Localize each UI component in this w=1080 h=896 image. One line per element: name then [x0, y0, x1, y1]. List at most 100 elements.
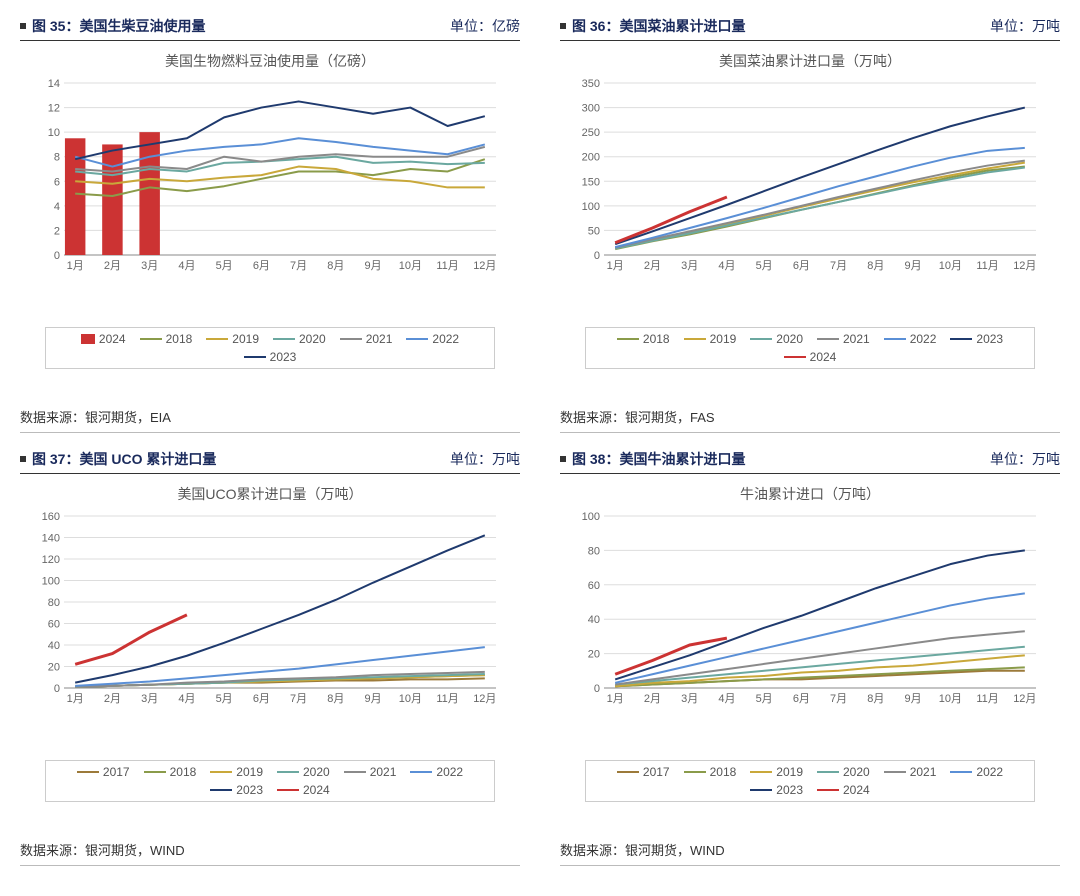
svg-text:40: 40	[48, 640, 60, 652]
svg-text:3月: 3月	[681, 260, 698, 272]
chart-svg-fig38: 0204060801001月2月3月4月5月6月7月8月9月10月11月12月	[566, 510, 1046, 710]
panel-fig35: 图 35：美国生柴豆油使用量 单位：亿磅 美国生物燃料豆油使用量（亿磅） 024…	[20, 10, 520, 433]
svg-text:8月: 8月	[867, 693, 884, 705]
legend-item: 2021	[884, 765, 937, 779]
bullet-icon	[560, 23, 566, 29]
svg-text:1月: 1月	[67, 260, 84, 272]
legend-fig35: 2024201820192020202120222023	[45, 327, 495, 369]
legend-item: 2021	[817, 332, 870, 346]
svg-text:250: 250	[582, 127, 600, 139]
svg-text:9月: 9月	[365, 260, 382, 272]
legend-item: 2020	[750, 332, 803, 346]
svg-text:100: 100	[582, 511, 600, 523]
panel-fig38: 图 38：美国牛油累计进口量 单位：万吨 牛油累计进口（万吨） 02040608…	[560, 443, 1060, 866]
legend-item: 2024	[817, 783, 870, 797]
bullet-icon	[560, 456, 566, 462]
svg-text:160: 160	[42, 511, 60, 523]
svg-text:7月: 7月	[830, 693, 847, 705]
svg-text:8月: 8月	[867, 260, 884, 272]
svg-text:100: 100	[42, 576, 60, 588]
legend-item: 2019	[210, 765, 263, 779]
legend-item: 2021	[340, 332, 393, 346]
fig37-unit: 单位：万吨	[450, 449, 520, 469]
source-fig36: 数据来源：银河期货，FAS	[560, 379, 1060, 433]
svg-text:11月: 11月	[976, 693, 998, 705]
svg-text:100: 100	[582, 201, 600, 213]
svg-text:6月: 6月	[253, 693, 270, 705]
panel-fig37: 图 37：美国 UCO 累计进口量 单位：万吨 美国UCO累计进口量（万吨） 0…	[20, 443, 520, 866]
svg-text:10月: 10月	[939, 260, 962, 272]
legend-item: 2023	[750, 783, 803, 797]
legend-item: 2019	[206, 332, 259, 346]
svg-text:5月: 5月	[216, 693, 233, 705]
svg-text:11月: 11月	[436, 260, 458, 272]
legend-item: 2019	[750, 765, 803, 779]
svg-text:4月: 4月	[718, 693, 735, 705]
svg-text:5月: 5月	[756, 693, 773, 705]
svg-text:2月: 2月	[104, 693, 121, 705]
svg-text:4: 4	[54, 201, 60, 213]
svg-text:10月: 10月	[399, 693, 422, 705]
panel-fig36: 图 36：美国菜油累计进口量 单位：万吨 美国菜油累计进口量（万吨） 05010…	[560, 10, 1060, 433]
svg-text:2月: 2月	[644, 260, 661, 272]
header-fig37: 图 37：美国 UCO 累计进口量 单位：万吨	[20, 443, 520, 474]
svg-text:0: 0	[54, 683, 60, 695]
legend-item: 2018	[617, 332, 670, 346]
svg-text:60: 60	[588, 580, 600, 592]
svg-text:9月: 9月	[905, 260, 922, 272]
legend-item: 2017	[77, 765, 130, 779]
svg-text:2月: 2月	[104, 260, 121, 272]
svg-text:12: 12	[48, 103, 60, 115]
svg-text:20: 20	[588, 649, 600, 661]
chart-fig36: 美国菜油累计进口量（万吨） 0501001502002503003501月2月3…	[560, 41, 1060, 321]
svg-text:5月: 5月	[216, 260, 233, 272]
legend-item: 2022	[950, 765, 1003, 779]
legend-item: 2020	[817, 765, 870, 779]
bullet-icon	[20, 456, 26, 462]
legend-item: 2024	[277, 783, 330, 797]
source-fig37: 数据来源：银河期货，WIND	[20, 812, 520, 866]
legend-item: 2024	[784, 350, 837, 364]
fig38-chart-title: 牛油累计进口（万吨）	[566, 484, 1054, 504]
bullet-icon	[20, 23, 26, 29]
legend-fig38: 20172018201920202021202220232024	[585, 760, 1035, 802]
svg-text:2: 2	[54, 225, 60, 237]
svg-text:3月: 3月	[141, 260, 158, 272]
chart-svg-fig36: 0501001502002503003501月2月3月4月5月6月7月8月9月1…	[566, 77, 1046, 277]
svg-text:2月: 2月	[644, 693, 661, 705]
svg-text:7月: 7月	[830, 260, 847, 272]
legend-item: 2020	[273, 332, 326, 346]
fig36-label: 图 36：美国菜油累计进口量	[572, 16, 745, 36]
svg-text:60: 60	[48, 619, 60, 631]
svg-text:0: 0	[594, 683, 600, 695]
svg-text:4月: 4月	[178, 260, 195, 272]
svg-text:300: 300	[582, 103, 600, 115]
legend-item: 2023	[244, 350, 297, 364]
fig37-chart-title: 美国UCO累计进口量（万吨）	[26, 484, 514, 504]
fig36-chart-title: 美国菜油累计进口量（万吨）	[566, 51, 1054, 71]
fig38-unit: 单位：万吨	[990, 449, 1060, 469]
svg-text:7月: 7月	[290, 693, 307, 705]
legend-item: 2022	[884, 332, 937, 346]
svg-text:80: 80	[588, 545, 600, 557]
chart-fig38: 牛油累计进口（万吨） 0204060801001月2月3月4月5月6月7月8月9…	[560, 474, 1060, 754]
svg-text:12月: 12月	[473, 260, 496, 272]
svg-text:9月: 9月	[365, 693, 382, 705]
legend-item: 2023	[950, 332, 1003, 346]
svg-text:3月: 3月	[681, 693, 698, 705]
svg-text:20: 20	[48, 662, 60, 674]
legend-fig36: 2018 2019 2020 2021 2022 2023 2024	[585, 327, 1035, 369]
legend-item: 2019	[684, 332, 737, 346]
legend-item: 2017	[617, 765, 670, 779]
svg-text:4月: 4月	[718, 260, 735, 272]
chart-fig37: 美国UCO累计进口量（万吨） 0204060801001201401601月2月…	[20, 474, 520, 754]
fig35-unit: 单位：亿磅	[450, 16, 520, 36]
svg-text:8月: 8月	[327, 260, 344, 272]
legend-item: 2020	[277, 765, 330, 779]
svg-text:120: 120	[42, 554, 60, 566]
fig35-chart-title: 美国生物燃料豆油使用量（亿磅）	[26, 51, 514, 71]
svg-text:11月: 11月	[436, 693, 458, 705]
chart-fig35: 美国生物燃料豆油使用量（亿磅） 024681012141月2月3月4月5月6月7…	[20, 41, 520, 321]
legend-item: 2018	[144, 765, 197, 779]
svg-text:50: 50	[588, 225, 600, 237]
